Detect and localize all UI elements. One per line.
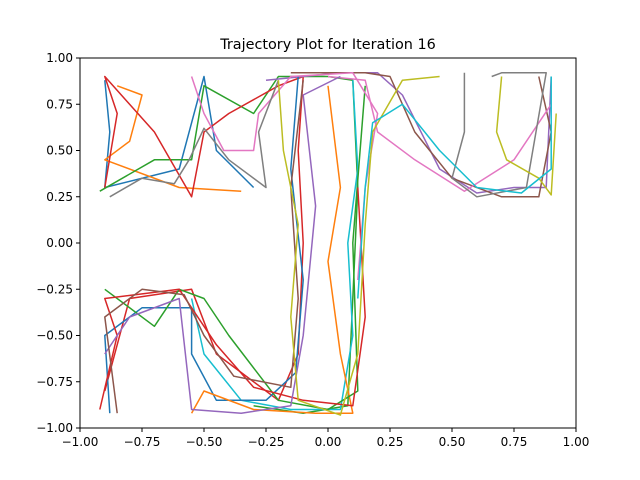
trajectory-line-18 — [109, 79, 280, 198]
trajectory-line-12 — [190, 85, 354, 414]
y-tick-label: 0.75 — [46, 97, 73, 111]
y-tick-label: −0.25 — [36, 282, 73, 296]
y-tick-label: 1.00 — [46, 51, 73, 65]
trajectory-line-2 — [104, 85, 242, 192]
x-tick-label: −0.50 — [186, 435, 223, 449]
y-tick-label: −1.00 — [36, 421, 73, 435]
chart-title: Trajectory Plot for Iteration 16 — [219, 37, 436, 53]
trajectory-line-1 — [104, 75, 255, 189]
y-axis: −1.00 −0.75 −0.50 −0.25 0.00 0.25 0.50 0.75 1.00 — [36, 51, 80, 435]
trajectory-line-8 — [451, 72, 547, 198]
y-tick-label: 0.25 — [46, 190, 73, 204]
trajectory-line-10 — [190, 80, 359, 411]
trajectory-line-15 — [104, 75, 341, 414]
y-tick-label: −0.50 — [36, 329, 73, 343]
y-tick-label: 0.00 — [46, 236, 73, 250]
x-tick-label: 0.00 — [315, 435, 342, 449]
x-tick-label: −1.00 — [62, 435, 99, 449]
x-tick-label: 0.75 — [501, 435, 528, 449]
y-tick-label: 0.50 — [46, 144, 73, 158]
trajectory-line-20 — [357, 76, 552, 299]
x-tick-label: 0.25 — [377, 435, 404, 449]
y-tick-label: −0.75 — [36, 375, 73, 389]
series-layer — [99, 72, 557, 416]
x-tick-label: −0.25 — [248, 435, 285, 449]
x-tick-label: −0.75 — [124, 435, 161, 449]
trajectory-line-9 — [495, 76, 557, 196]
trajectory-line-13 — [104, 85, 366, 411]
x-tick-label: 1.00 — [563, 435, 590, 449]
x-tick-label: 0.50 — [439, 435, 466, 449]
trajectory-line-14 — [99, 187, 366, 410]
trajectory-line-7 — [327, 75, 552, 192]
trajectory-line-16 — [104, 80, 304, 414]
trajectory-line-19 — [277, 75, 440, 416]
x-axis: −1.00 −0.75 −0.50 −0.25 0.00 0.25 0.50 0.75 1.00 — [62, 428, 590, 449]
